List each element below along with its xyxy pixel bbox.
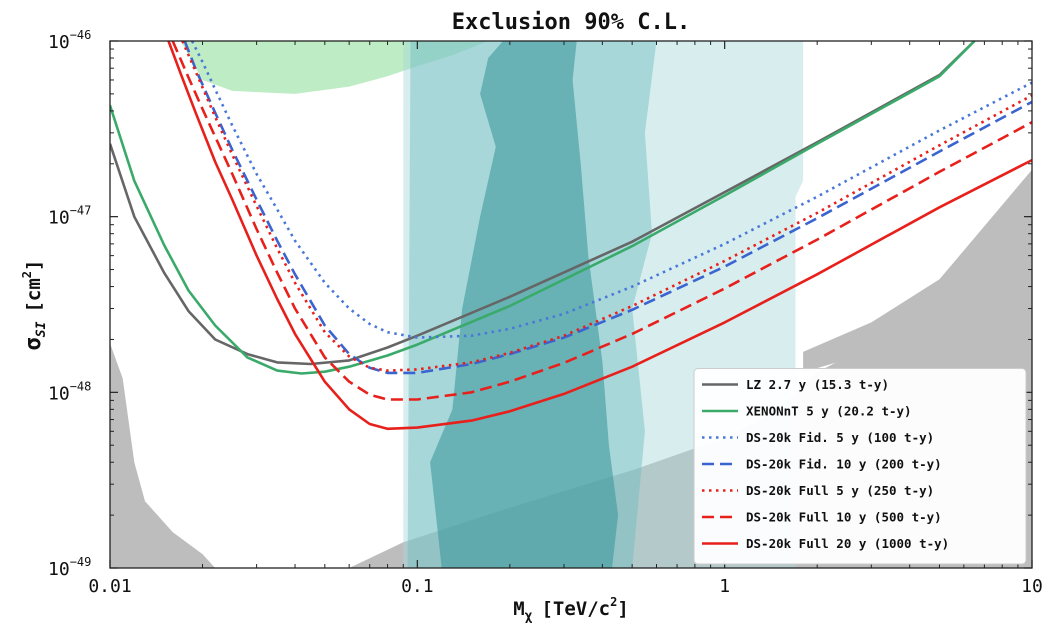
- x-axis-label: Mχ [TeV/c2]: [513, 595, 629, 624]
- legend-label-ds-20k-full-10-y-500-t-y: DS-20k Full 10 y (500 t-y): [746, 510, 942, 525]
- x-tick-label: 10: [1021, 576, 1043, 597]
- legend: LZ 2.7 y (15.3 t-y) XENONnT 5 y (20.2 t-y…: [693, 368, 1027, 565]
- series-line-lz-2-7-y-15-3-t-y: [110, 41, 976, 366]
- x-tick-label: 0.01: [88, 576, 131, 597]
- series-line-ds-20k-fid-10-y-200-t-y: [183, 41, 1032, 375]
- y-tick-label: 10−49: [48, 555, 91, 580]
- series-line-ds-20k-fid-5-y-100-t-y: [190, 41, 1032, 339]
- y-tick-label: 10−48: [48, 379, 91, 404]
- excluded-green-region: [180, 41, 489, 94]
- shaded-regions: [110, 41, 1032, 568]
- series-line-ds-20k-full-10-y-500-t-y: [171, 41, 1032, 401]
- gray-upper-band: [803, 169, 1032, 373]
- y-tick-label: 10−47: [48, 204, 91, 229]
- legend-box: [693, 368, 1027, 565]
- legend-label-ds-20k-fid-5-y-100-t-y: DS-20k Fid. 5 y (100 t-y): [746, 430, 934, 445]
- plot-frame: [109, 40, 1033, 569]
- legend-label-ds-20k-full-20-y-1000-t-y: DS-20k Full 20 y (1000 t-y): [746, 536, 949, 551]
- y-tick-label: 10−46: [48, 28, 91, 53]
- series-line-ds-20k-full-5-y-250-t-y: [181, 41, 1032, 372]
- series-lines: [110, 41, 1032, 431]
- legend-label-lz-2-7-y-15-3-t-y: LZ 2.7 y (15.3 t-y): [746, 377, 889, 392]
- legend-label-ds-20k-fid-10-y-200-t-y: DS-20k Fid. 10 y (200 t-y): [746, 457, 942, 472]
- axis-tick-labels: 0.01 0.1 1 10 10−46 10−47 10−48 10−49: [48, 28, 1043, 597]
- legend-label-xenonnt-5-y-20-2-t-y: XENONnT 5 y (20.2 t-y): [746, 404, 912, 419]
- dark-teal-inner-region: [430, 41, 619, 568]
- series-line-ds-20k-full-20-y-1000-t-y: [167, 41, 1032, 431]
- legend-label-ds-20k-full-5-y-250-t-y: DS-20k Full 5 y (250 t-y): [746, 483, 934, 498]
- x-tick-label: 1: [719, 576, 730, 597]
- x-tick-label: 0.1: [401, 576, 434, 597]
- y-axis-label: σSI[cm2]: [20, 260, 49, 351]
- chart-title: Exclusion 90% C.L.: [452, 10, 690, 35]
